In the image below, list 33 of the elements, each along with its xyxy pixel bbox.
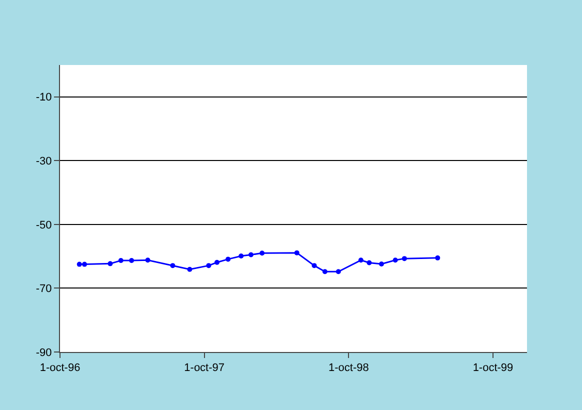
point — [170, 263, 176, 268]
point — [366, 260, 372, 266]
x-tick-label: 1-oct-96 — [40, 362, 80, 374]
point — [402, 256, 407, 262]
point — [392, 258, 398, 263]
point — [294, 250, 300, 256]
y-tick-label: -90 — [36, 346, 52, 359]
point — [435, 255, 440, 260]
point — [108, 261, 113, 266]
point — [322, 269, 328, 274]
y-tick-label: -50 — [36, 219, 52, 232]
point — [145, 258, 150, 263]
point — [82, 262, 88, 267]
point — [260, 250, 265, 256]
point — [214, 260, 220, 265]
x-tick-label: 1-oct-97 — [184, 362, 225, 374]
x-tick-label: 1-oct-98 — [328, 362, 369, 374]
y-tick-label: -70 — [36, 283, 52, 296]
point — [129, 258, 134, 263]
point — [118, 258, 124, 263]
y-tick-label: -30 — [36, 156, 52, 168]
point — [206, 263, 212, 268]
point — [187, 266, 192, 272]
point — [76, 262, 82, 267]
point — [378, 261, 384, 266]
point — [358, 258, 364, 263]
point — [312, 263, 317, 268]
x-tick-label: 1-oct-99 — [472, 362, 514, 374]
point — [238, 254, 244, 259]
point — [336, 269, 341, 274]
y-tick-label: -10 — [36, 92, 52, 104]
point — [248, 252, 254, 258]
point — [226, 256, 231, 262]
